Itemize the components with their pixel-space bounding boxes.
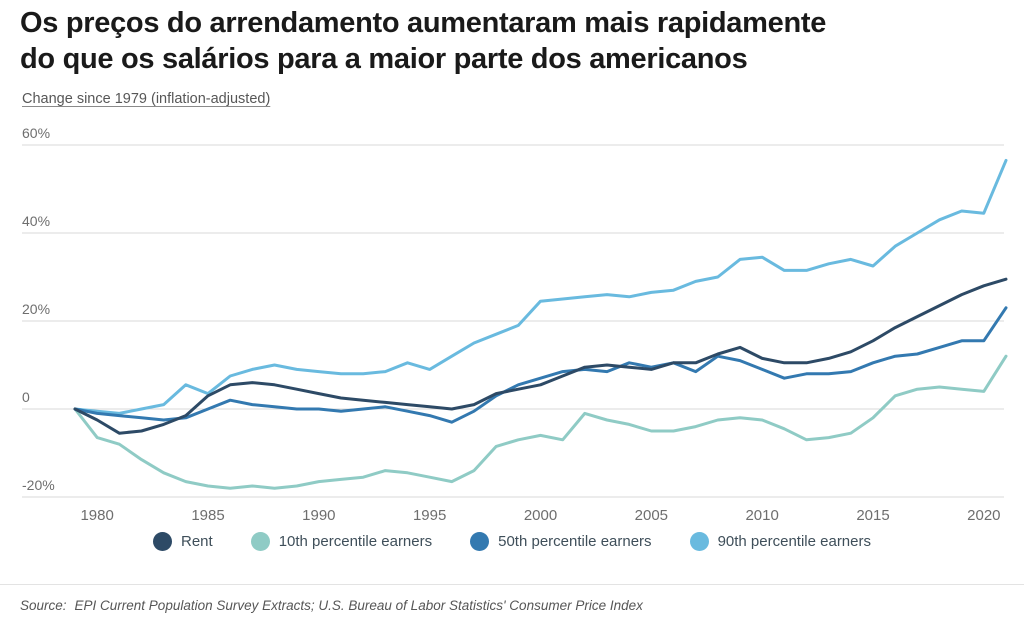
chart-title-line-1: Os preços do arrendamento aumentaram mai…	[20, 7, 827, 39]
x-tick-label: 1980	[80, 507, 113, 524]
y-tick-label: 60%	[22, 125, 50, 141]
legend-label-50th-percentile: 50th percentile earners	[498, 533, 652, 550]
series-line-50th-percentile-earners	[73, 306, 1008, 424]
legend-dot-rent	[153, 532, 172, 551]
x-tick-label: 1985	[191, 507, 224, 524]
series-line-rent	[73, 277, 1008, 435]
legend-item-90th-percentile: 90th percentile earners	[689, 532, 871, 551]
chart-title: Os preços do arrendamento aumentaram mai…	[20, 6, 1020, 78]
source-label: Source:	[20, 598, 67, 613]
x-tick-label: 2020	[967, 507, 1000, 524]
x-tick-label: 1990	[302, 507, 335, 524]
source-text: EPI Current Population Survey Extracts; …	[74, 598, 643, 613]
y-tick-label: 20%	[22, 301, 50, 317]
x-tick-label: 2000	[524, 507, 557, 524]
legend-label-90th-percentile: 90th percentile earners	[717, 533, 871, 550]
y-tick-label: -20%	[22, 477, 55, 493]
chart-title-line-2: do que os salários para a maior parte do…	[20, 42, 748, 75]
y-tick-label: 40%	[22, 213, 50, 229]
y-tick-label: 0	[22, 389, 30, 405]
legend-dot-10th-percentile	[250, 532, 270, 551]
legend-item-rent: Rent	[153, 532, 213, 551]
footer-divider	[0, 584, 1024, 585]
x-tick-label: 1995	[413, 507, 446, 524]
line-chart-canvas: 60% 40% 20% 0 -20% 1980 1985 1990 1995 2000 2005 20…	[22, 125, 1008, 524]
chart-subtitle: Change since 1979 (inflation-adjusted)	[22, 91, 271, 107]
series-line-10th-percentile-earners	[73, 354, 1008, 490]
legend-label-rent: Rent	[181, 533, 213, 550]
source-note: Source: EPI Current Population Survey Ext…	[20, 598, 643, 613]
legend-item-10th-percentile: 10th percentile earners	[250, 532, 433, 551]
legend-label-10th-percentile: 10th percentile earners	[278, 533, 433, 550]
line-chart: 60% 40% 20% 0 -20% 1980 1985 1990 1995 2000 2005 20…	[0, 112, 1024, 527]
x-tick-label: 2010	[745, 507, 778, 524]
chart-legend: Rent 10th percentile earners 50th percen…	[0, 532, 1024, 551]
x-tick-label: 2005	[635, 507, 668, 524]
legend-dot-50th-percentile	[470, 532, 490, 551]
legend-dot-90th-percentile	[689, 532, 709, 551]
series-line-90th-percentile-earners	[73, 158, 1008, 415]
x-tick-label: 2015	[856, 507, 889, 524]
legend-item-50th-percentile: 50th percentile earners	[470, 532, 652, 551]
